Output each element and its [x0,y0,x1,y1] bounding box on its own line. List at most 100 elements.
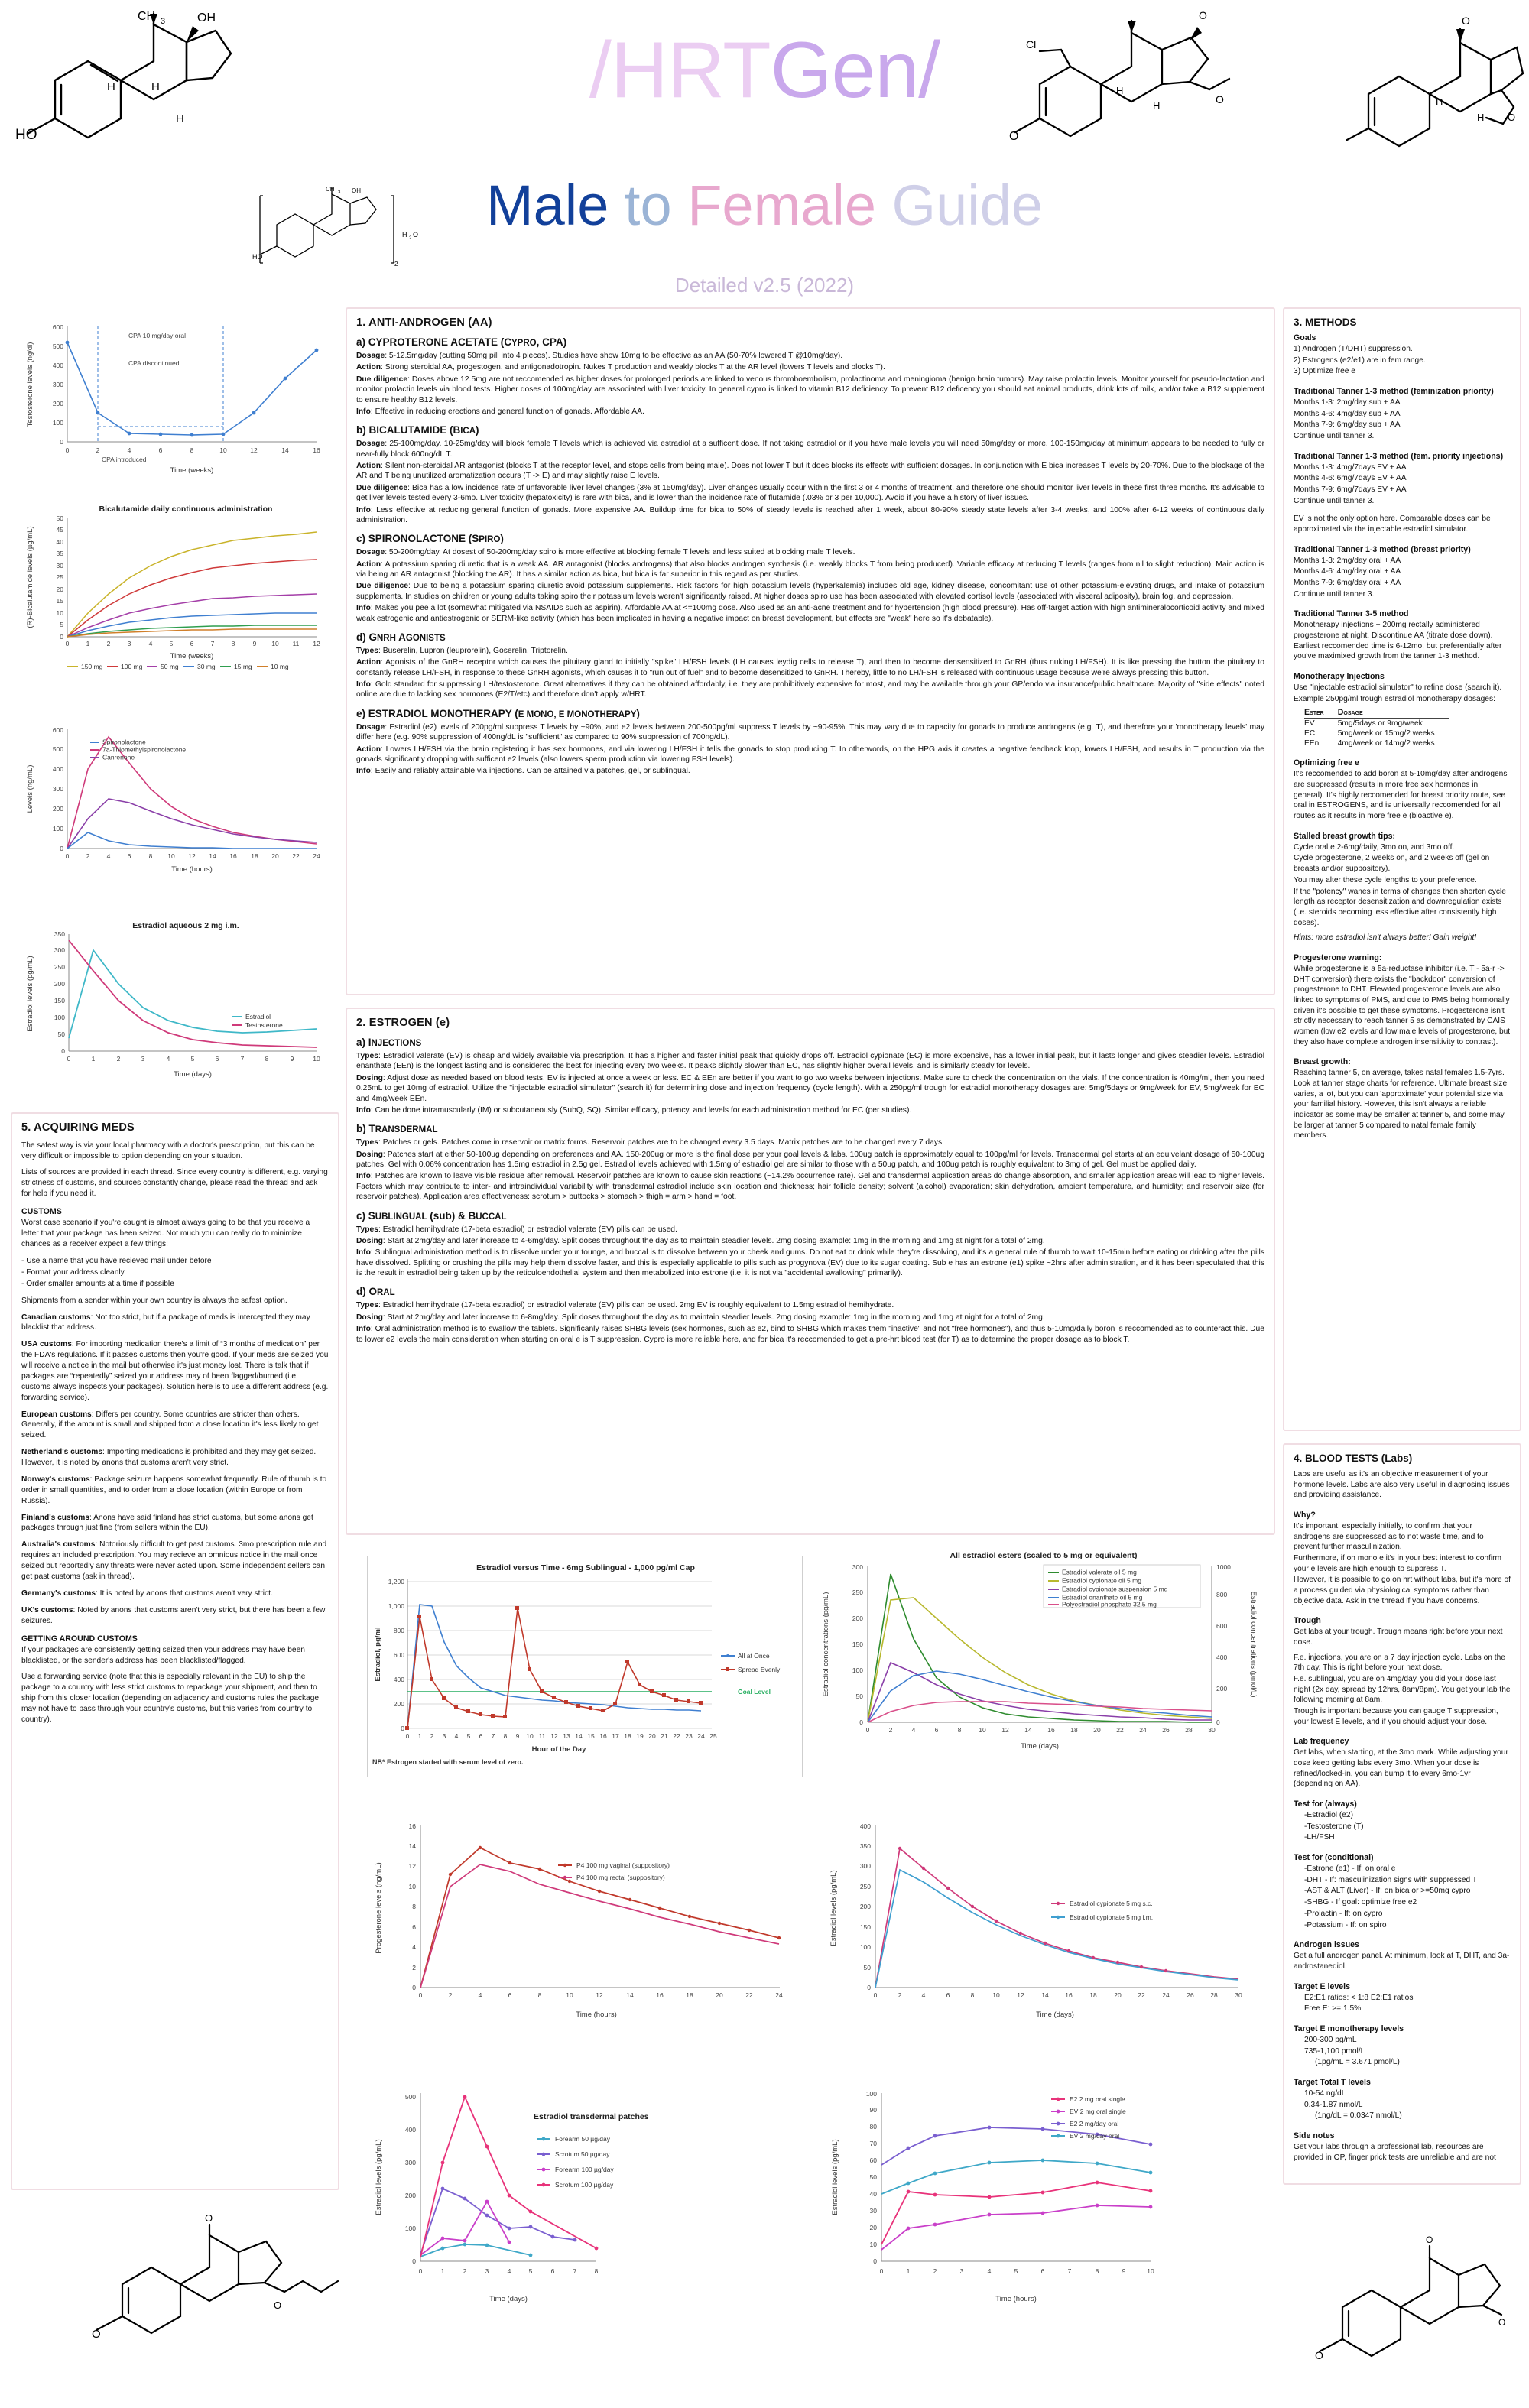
svg-text:600: 600 [53,323,63,331]
trough-line-4: Trough is important because you can gaug… [1294,1707,1498,1726]
drug-heading: e) ESTRADIOL MONOTHERAPY (e mono, e mono… [356,707,640,719]
drug-line: Dosage: 25-100mg/day. 10-25mg/day will b… [356,440,1264,459]
country-name: Netherland's customs [21,1448,103,1457]
svg-text:O: O [1462,15,1470,27]
country-name: UK's customs [21,1605,73,1615]
s5-bullet-0: - Use a name that you have recieved mail… [21,1257,212,1265]
svg-text:4: 4 [922,1991,926,1999]
svg-text:2: 2 [409,236,412,241]
svg-text:28: 28 [1210,1991,1218,1999]
table-row: EC 5mg/week or 15mg/2 weeks [1304,729,1435,738]
svg-text:H: H [151,80,160,93]
svg-text:4: 4 [455,1732,459,1740]
svg-text:90: 90 [870,2106,878,2114]
free-e-heading: Optimizing free e [1294,758,1359,768]
svg-text:Bicalutamide daily continuous: Bicalutamide daily continuous administra… [99,505,273,514]
table-row: EV 5mg/5days or 9mg/week [1304,719,1423,729]
target-t-item: (1ng/dL = 0.0347 nmol/L) [1315,2111,1402,2121]
section-3-panel: 3. METHODS Goals 1) Androgen (T/DHT) sup… [1283,307,1521,1431]
drug-line: Info: Effective in reducing erections an… [356,407,644,416]
svg-text:250: 250 [860,1883,871,1890]
svg-text:16: 16 [229,852,237,860]
svg-text:6: 6 [946,1991,950,1999]
stalled-line: Cycle oral e 2-6mg/daily, 3mo on, and 3m… [1294,842,1455,852]
svg-text:20: 20 [870,2224,878,2231]
svg-text:O: O [1426,2234,1433,2245]
svg-text:8: 8 [504,1732,508,1740]
svg-text:Time (days): Time (days) [489,2295,528,2303]
svg-text:50 mg: 50 mg [161,663,179,670]
svg-text:11: 11 [293,640,300,647]
svg-text:7: 7 [241,1055,245,1063]
svg-text:Cl: Cl [1026,38,1036,50]
cyproterone-acetate-molecule-icon: O O O Cl H H [1009,4,1238,168]
svg-text:28: 28 [1185,1726,1193,1734]
svg-text:H: H [1153,100,1160,112]
country-name: Germany's customs [21,1589,96,1598]
svg-text:15 mg: 15 mg [234,663,252,670]
svg-text:Estradiol, pg/ml: Estradiol, pg/ml [374,1627,382,1681]
chart-all-estradiol-esters: All estradiol esters (scaled to 5 mg or … [814,1548,1273,1777]
svg-text:300: 300 [405,2159,416,2166]
svg-text:0: 0 [867,1984,871,1991]
svg-text:4: 4 [107,852,111,860]
table-row: EEn 4mg/week or 14mg/2 weeks [1304,739,1435,748]
svg-text:P4 100 mg rectal (suppository): P4 100 mg rectal (suppository) [576,1874,665,1881]
svg-text:15: 15 [587,1732,595,1740]
svg-text:10: 10 [271,640,279,647]
section-2-panel: 2. ESTROGEN (e) a) Injections Types: Est… [346,1008,1275,1535]
section-2-heading: 2. ESTROGEN (e) [356,1017,450,1029]
svg-text:O: O [1498,2317,1505,2328]
svg-text:10: 10 [992,1991,1000,1999]
svg-text:20: 20 [1093,1726,1101,1734]
svg-text:O: O [92,2328,101,2341]
svg-text:20: 20 [716,1991,723,1999]
country-text: : Importing medications is prohibited an… [21,1448,317,1467]
test-cond-item: -Potassium - If: on spiro [1304,1920,1387,1929]
svg-text:3: 3 [443,1732,446,1740]
target-e-item: Free E: >= 1.5% [1304,2004,1362,2014]
svg-text:18: 18 [624,1732,631,1740]
s5-bullet-2: - Order smaller amounts at a time if pos… [21,1279,174,1288]
drug-line: Action: Agonists of the GnRH receptor wh… [356,658,1264,677]
svg-text:20: 20 [648,1732,656,1740]
svg-text:E2 2 mg/day oral: E2 2 mg/day oral [1070,2120,1118,2127]
svg-text:30: 30 [57,562,64,570]
svg-text:O: O [1315,2349,1323,2361]
svg-text:45: 45 [57,526,64,534]
svg-text:Time (weeks): Time (weeks) [170,652,214,660]
svg-text:CPA 10 mg/day oral: CPA 10 mg/day oral [128,332,186,339]
drug-line: Info: Sublingual administration method i… [356,1248,1264,1277]
country-text: : Differs per country. Some countries ar… [21,1410,319,1440]
svg-text:6: 6 [412,1923,416,1931]
svg-text:1,000: 1,000 [388,1602,405,1610]
method-line: Months 1-3: 2mg/day oral + AA [1294,556,1401,565]
country-name: USA customs [21,1340,72,1349]
svg-text:0: 0 [419,2267,423,2275]
svg-text:EV 2 mg/day oral: EV 2 mg/day oral [1070,2132,1119,2140]
svg-text:Canrenone: Canrenone [102,754,135,761]
section-5-panel: 5. ACQUIRING MEDS The safest way is via … [11,1112,339,2190]
svg-text:E2 2 mg oral single: E2 2 mg oral single [1070,2095,1125,2103]
country-name: Canadian customs [21,1313,91,1322]
estradiol-undecylate-molecule-icon: O O O [92,2209,344,2385]
svg-text:300: 300 [53,785,63,793]
svg-text:8: 8 [265,1055,269,1063]
method-1-heading: Traditional Tanner 1-3 method (feminizat… [1294,387,1494,397]
svg-text:300: 300 [860,1862,871,1870]
svg-text:200: 200 [852,1615,863,1622]
test-cond-item: -AST & ALT (Liver) - If: on bica or >=50… [1304,1887,1471,1896]
svg-text:10: 10 [566,1991,573,1999]
svg-text:7: 7 [1068,2267,1072,2275]
svg-text:14: 14 [1024,1726,1032,1734]
svg-text:H: H [107,80,115,93]
s5-around-2: Use a forwarding service (note that this… [21,1673,320,1724]
goals-heading: Goals [1294,333,1316,342]
subtitle-guide: Guide [875,174,1044,237]
s5-customs-note: Shipments from a sender within your own … [21,1296,287,1305]
svg-text:CH: CH [138,10,155,23]
svg-text:400: 400 [860,1822,871,1830]
test-cond-item: -SHBG - If goal: optimize free e2 [1304,1898,1417,1907]
svg-text:70: 70 [870,2140,878,2147]
